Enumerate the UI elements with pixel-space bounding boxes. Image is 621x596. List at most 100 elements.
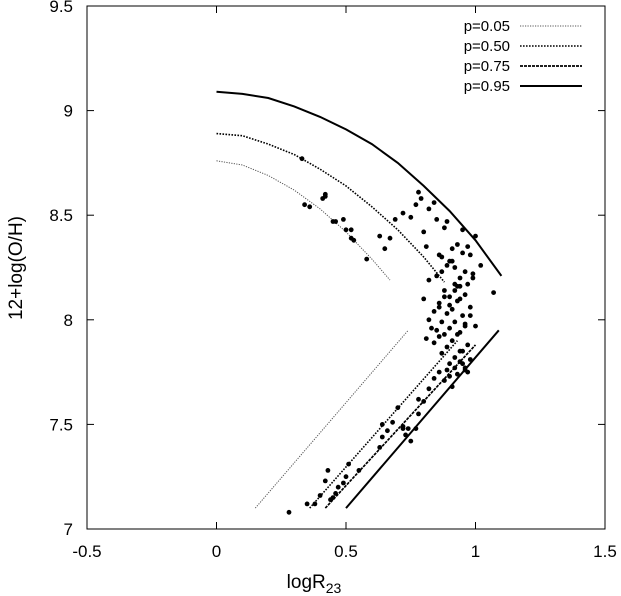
data-point — [377, 233, 383, 239]
data-point — [333, 219, 338, 224]
data-point — [455, 332, 460, 337]
data-point — [449, 258, 455, 264]
data-point — [439, 269, 445, 275]
data-point — [418, 196, 424, 201]
data-point — [452, 281, 458, 287]
data-point — [460, 313, 465, 318]
legend-label: p=0.75 — [464, 58, 510, 75]
curve-p=0.95-lower — [345, 329, 500, 509]
y-tick-label: 9.5 — [49, 0, 73, 16]
data-point — [421, 229, 427, 235]
y-tick-label: 7 — [64, 520, 73, 539]
data-point — [439, 254, 445, 260]
data-point — [343, 227, 349, 233]
data-point — [431, 309, 437, 314]
data-point — [341, 480, 346, 486]
data-point — [413, 426, 419, 431]
data-point — [390, 419, 395, 425]
data-point — [379, 434, 385, 440]
data-point — [304, 501, 310, 507]
data-point — [343, 474, 349, 480]
data-point — [436, 334, 442, 339]
data-point — [421, 399, 427, 404]
x-axis-title: logR23 — [287, 572, 342, 596]
data-point — [426, 386, 432, 392]
data-point — [356, 468, 362, 473]
data-point — [452, 265, 458, 270]
data-point — [382, 246, 388, 252]
data-point — [444, 263, 450, 268]
y-tick-label: 7.5 — [49, 415, 73, 434]
data-point — [403, 432, 408, 438]
data-point — [377, 445, 383, 450]
curve-p=0.50-upper — [216, 132, 446, 283]
axis-ticks: -0.5 0 0.5 1 1.5 7 7.5 8 8.5 9 9.5 — [49, 0, 616, 561]
data-point — [364, 256, 370, 262]
data-point — [400, 424, 406, 429]
data-point — [421, 296, 427, 302]
data-point — [452, 319, 458, 325]
data-point — [431, 340, 437, 346]
data-point — [426, 277, 432, 283]
data-point — [491, 290, 496, 295]
data-point — [449, 246, 455, 252]
data-point — [322, 191, 328, 197]
data-point — [416, 189, 421, 195]
data-point — [317, 493, 323, 498]
x-tick-label: 1.5 — [593, 542, 617, 561]
data-point — [447, 325, 452, 331]
data-point — [455, 298, 460, 304]
data-point — [346, 461, 351, 467]
curve-p=0.95-upper — [216, 90, 503, 277]
data-point — [426, 206, 432, 212]
data-point — [312, 501, 318, 507]
x-tick-label: 0.5 — [334, 542, 358, 561]
x-tick-label: 1 — [471, 542, 480, 561]
curve-p=0.05-lower — [254, 329, 409, 509]
data-point — [442, 294, 447, 300]
data-point — [444, 367, 450, 373]
data-point — [392, 217, 398, 222]
data-point — [434, 217, 440, 222]
data-point — [457, 348, 463, 354]
data-point — [455, 371, 460, 377]
data-point — [341, 217, 346, 222]
data-point — [307, 204, 313, 210]
data-point — [431, 200, 437, 206]
data-point — [426, 317, 432, 323]
data-point — [405, 426, 411, 431]
data-point — [299, 156, 305, 162]
data-point — [333, 491, 338, 496]
data-point — [457, 359, 463, 364]
y-axis-title: 12+log(O/H) — [6, 216, 27, 320]
data-point — [436, 369, 442, 375]
y-tick-label: 8.5 — [49, 206, 73, 225]
data-point — [473, 323, 478, 329]
data-point — [467, 313, 473, 318]
data-point — [413, 202, 419, 208]
data-point — [436, 304, 442, 310]
data-point — [467, 252, 473, 258]
data-point — [447, 373, 452, 379]
data-point — [455, 242, 460, 247]
data-point — [442, 288, 447, 293]
y-tick-label: 8 — [64, 311, 73, 330]
data-point — [395, 405, 401, 411]
data-point — [416, 396, 421, 402]
legend: p=0.05 p=0.50 p=0.75 p=0.95 — [464, 18, 582, 95]
data-point — [460, 227, 465, 233]
data-point — [348, 227, 354, 233]
data-point — [423, 244, 429, 250]
data-point — [452, 355, 458, 360]
data-point — [444, 344, 450, 350]
data-point — [449, 338, 455, 344]
data-point — [447, 294, 452, 300]
data-point — [473, 233, 478, 239]
data-point — [462, 269, 468, 275]
data-point — [462, 323, 468, 329]
data-point — [423, 336, 429, 341]
data-point — [385, 428, 390, 434]
data-point — [325, 468, 331, 473]
data-point — [387, 235, 393, 241]
curve-p=0.05-upper — [216, 160, 391, 281]
